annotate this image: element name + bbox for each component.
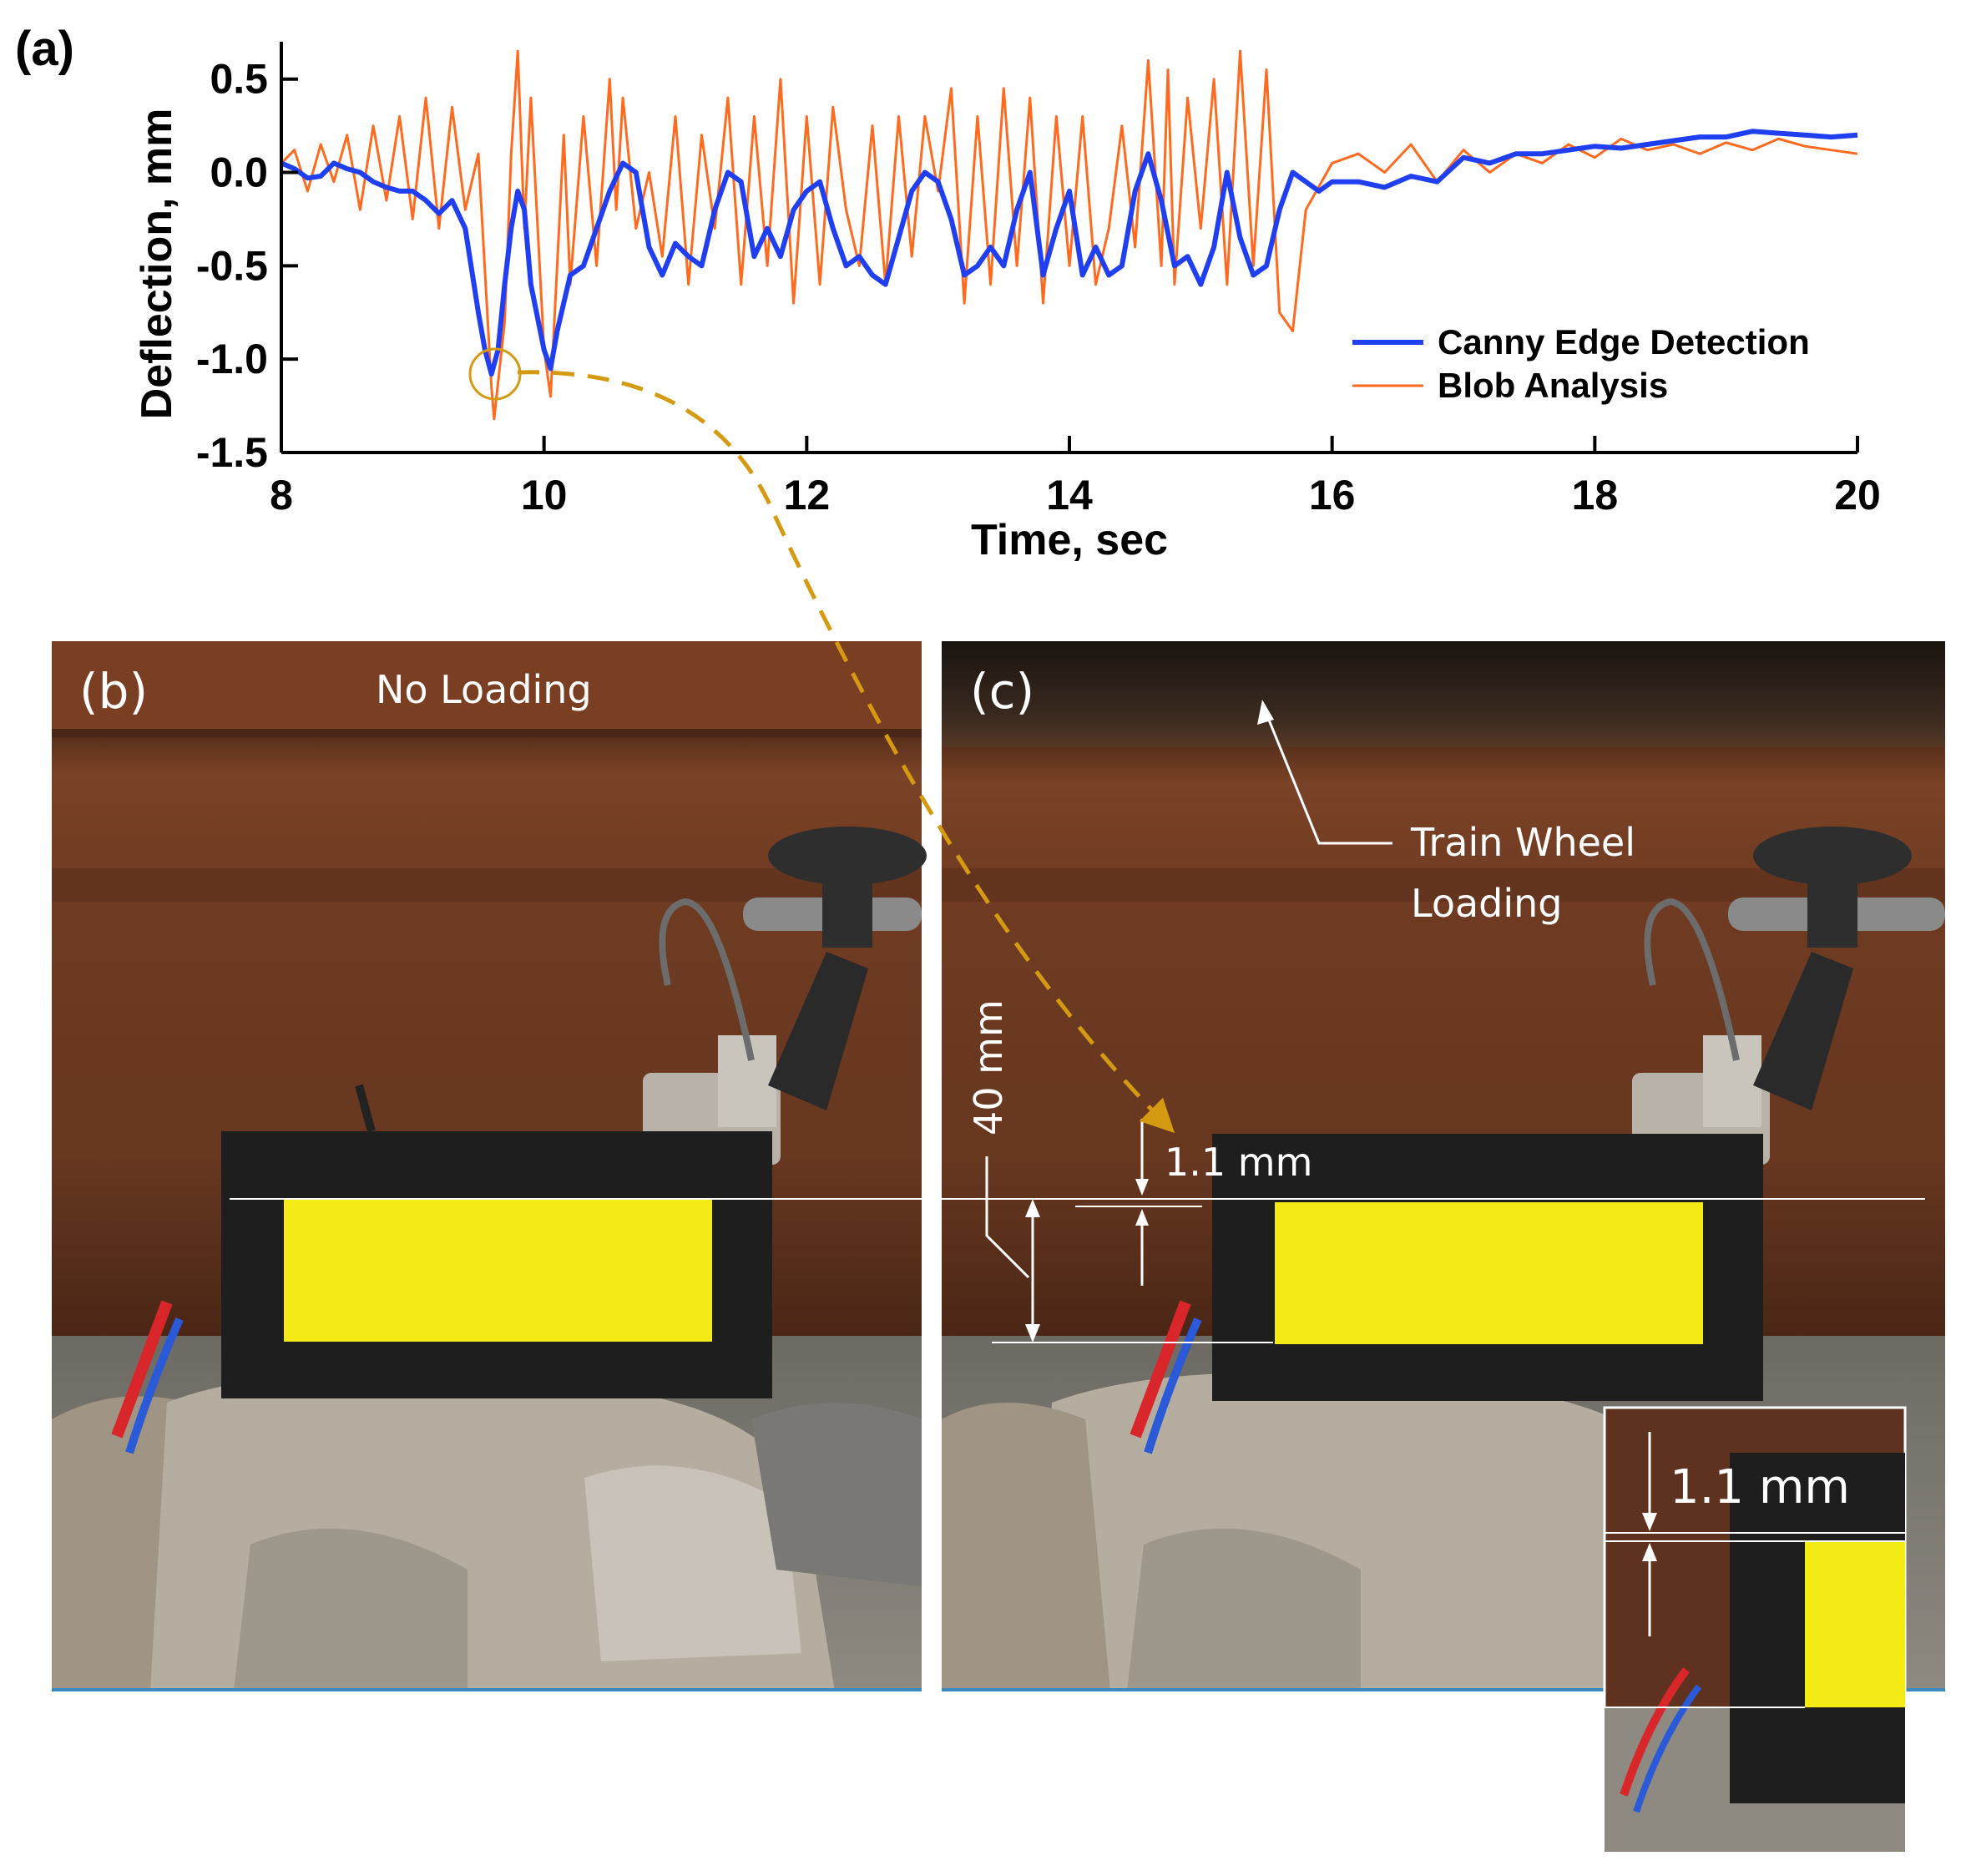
red-wire-c (1130, 1300, 1191, 1439)
x-ticks: 8 10 12 14 16 18 20 (270, 436, 1881, 518)
wheel-pointer-arrow (1257, 700, 1274, 725)
panel-b-bottom-edge (52, 1688, 922, 1691)
panel-b-photo: (b) No Loading (52, 641, 927, 1691)
sensor-arm-c (1753, 952, 1853, 1110)
y-axis-label: Deflection, mm (133, 109, 181, 420)
target-yellow-patch (284, 1200, 712, 1342)
zoom-inset: 1.1 mm (1603, 1406, 1907, 1853)
inset-blue-wire (1633, 1684, 1702, 1813)
x-tick-label: 14 (1046, 472, 1093, 518)
dim-1-1mm-arrow-top (1135, 1179, 1149, 1196)
x-tick-label: 18 (1572, 472, 1619, 518)
x-tick-label: 12 (784, 472, 831, 518)
dim-1-1mm-label: 1.1 mm (1165, 1140, 1312, 1185)
legend: Canny Edge Detection Blob Analysis (1352, 322, 1810, 405)
dim-1-1mm-arrow-bottom (1135, 1209, 1149, 1226)
sensor-cable-c (1644, 898, 1740, 1061)
rock-c (1127, 1528, 1361, 1691)
panel-c-label: (c) (970, 663, 1034, 720)
y-tick-label: 0.0 (210, 149, 268, 196)
x-axis-label: Time, sec (971, 516, 1168, 564)
sensor-cable (659, 898, 755, 1061)
inset-dim-arrow-top (1642, 1513, 1657, 1531)
rock (751, 1403, 922, 1586)
mount-post-c (1807, 856, 1857, 948)
wheel-label-line1: Train Wheel (1410, 820, 1635, 865)
dim-40mm-arrow-top (1025, 1199, 1040, 1217)
rock (584, 1465, 801, 1661)
dim-40mm-label: 40 mm (966, 999, 1011, 1135)
dim-40mm-arrow-bottom (1025, 1324, 1040, 1343)
panel-c-bottom-edge (942, 1688, 1945, 1691)
x-tick-label: 20 (1834, 472, 1881, 518)
series-blob-line (280, 49, 1858, 421)
panel-a-label: (a) (15, 22, 74, 76)
train-wheel (942, 641, 1945, 750)
panel-b-caption: No Loading (376, 667, 592, 712)
blue-wire (125, 1317, 184, 1454)
y-tick-label: -0.5 (196, 242, 268, 289)
target-yellow-patch-c (1275, 1202, 1703, 1344)
mount-post (822, 856, 872, 948)
x-tick-label: 10 (521, 472, 568, 518)
inset-dim-label: 1.1 mm (1670, 1460, 1850, 1514)
y-ticks: -1.5 -1.0 -0.5 0.0 0.5 (196, 56, 298, 476)
legend-label-canny: Canny Edge Detection (1438, 322, 1810, 362)
y-tick-label: -1.5 (196, 429, 268, 476)
panel-b-label: (b) (79, 663, 148, 720)
connector-arrow (517, 370, 1175, 1134)
rock (234, 1528, 468, 1691)
rail-edge (52, 729, 922, 737)
inset-dim-arrow-bottom (1642, 1543, 1657, 1561)
sensor-arm (768, 952, 868, 1110)
dim-40mm-leader (985, 1156, 1030, 1279)
x-tick-label: 8 (270, 472, 293, 518)
x-tick-label: 16 (1309, 472, 1356, 518)
inset-red-wire (1620, 1667, 1691, 1797)
series-canny-line (280, 129, 1858, 377)
wire-top (355, 1084, 376, 1133)
rail-shadow (52, 868, 922, 902)
legend-label-blob: Blob Analysis (1438, 366, 1668, 405)
deflection-chart: 8 10 12 14 16 18 20 -1.5 -1.0 -0.5 0.0 0.5 Time, s… (133, 42, 1881, 564)
y-tick-label: 0.5 (210, 56, 268, 103)
rail-head (52, 641, 922, 729)
rock-c (942, 1403, 1110, 1691)
inset-yellow-patch (1805, 1540, 1905, 1707)
wheel-label-line2: Loading (1411, 881, 1562, 926)
wheel-pointer-line (1263, 709, 1392, 845)
y-tick-label: -1.0 (196, 336, 268, 382)
plot-series (280, 49, 1858, 421)
blue-wire-c (1144, 1317, 1202, 1454)
red-wire (111, 1300, 173, 1439)
